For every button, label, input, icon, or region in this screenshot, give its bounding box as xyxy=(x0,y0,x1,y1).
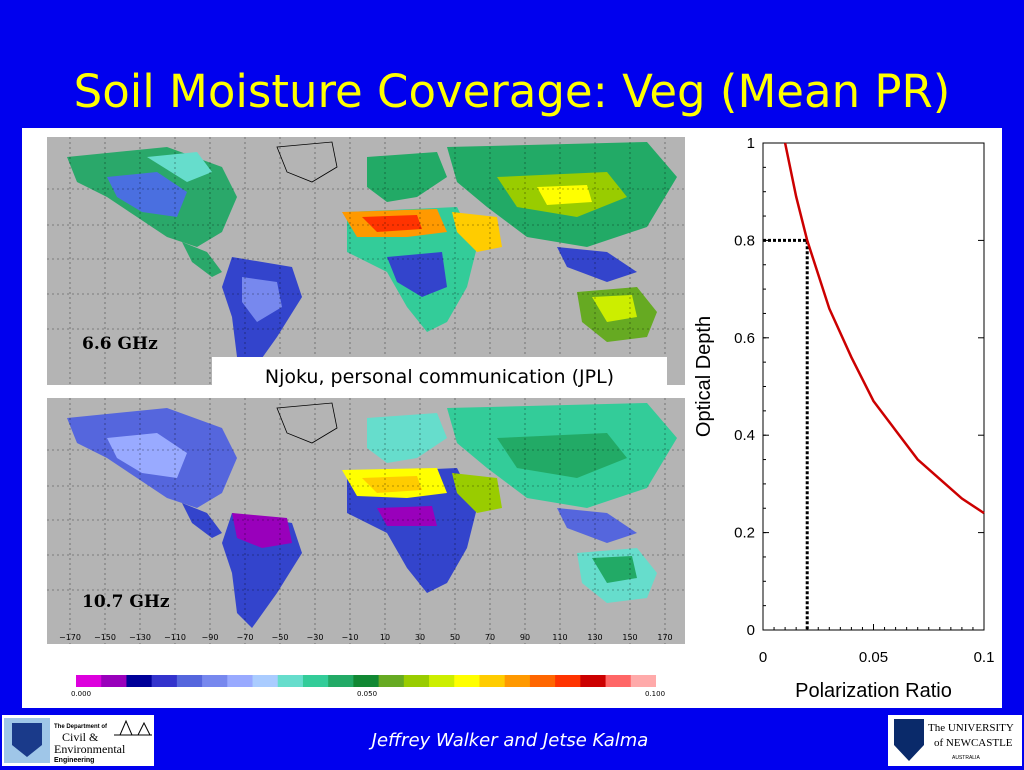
colorbar-swatch xyxy=(630,675,657,687)
colorbar-swatch xyxy=(454,675,480,687)
colorbar-swatch xyxy=(202,675,228,687)
longitude-tick-label: 150 xyxy=(622,633,637,642)
colorbar-label-max: 0.100 xyxy=(645,690,666,698)
colorbar-swatch xyxy=(529,675,556,687)
colorbar-label-min: 0.000 xyxy=(71,690,92,698)
plot-frame xyxy=(762,142,985,631)
longitude-tick-label: −130 xyxy=(129,633,151,642)
longitude-tick-labels: −170 −150 −130 −110 −90 −70 −50 −30 −10 10 30 50 70 9… xyxy=(59,633,673,642)
colorbar-label-mid: 0.050 xyxy=(357,690,378,698)
longitude-tick-label: 170 xyxy=(657,633,672,642)
colorbar-swatches xyxy=(76,675,657,687)
longitude-tick-label: −90 xyxy=(202,633,219,642)
y-tick-label: 1 xyxy=(747,135,755,152)
longitude-tick-label: −110 xyxy=(164,633,186,642)
chart-svg: 0 0.2 0.4 0.6 0.8 1 0 0.05 0.1 Polarization Ratio… xyxy=(693,135,995,702)
x-tick-label: 0.1 xyxy=(974,649,995,666)
colorbar xyxy=(76,672,657,691)
colorbar-swatch xyxy=(605,675,632,687)
colorbar-swatch xyxy=(328,675,354,687)
longitude-tick-label: 10 xyxy=(380,633,390,642)
y-tick-label: 0.2 xyxy=(734,525,755,542)
colorbar-swatch xyxy=(151,675,178,687)
y-tick-label: 0 xyxy=(747,622,755,639)
x-tick-label: 0.05 xyxy=(859,649,888,666)
map-10-7ghz: −170 −150 −130 −110 −90 −70 −50 −30 −10 10 30 50 70 9… xyxy=(47,398,685,644)
colorbar-swatch xyxy=(429,675,455,687)
longitude-tick-label: 130 xyxy=(587,633,602,642)
colorbar-swatch xyxy=(126,675,153,687)
longitude-tick-label: −70 xyxy=(237,633,254,642)
colorbar-swatch xyxy=(302,675,329,687)
y-axis-label: Optical Depth xyxy=(693,316,715,437)
longitude-tick-label: 30 xyxy=(415,633,425,642)
credit-text: Njoku, personal communication (JPL) xyxy=(212,357,667,397)
melbourne-logo-image: The Department of Civil & Environmental … xyxy=(4,718,152,764)
longitude-tick-label: −10 xyxy=(342,633,359,642)
colorbar-swatch xyxy=(176,675,203,687)
y-tick-label: 0.6 xyxy=(734,330,755,347)
authors: Jeffrey Walker and Jetse Kalma xyxy=(371,730,649,751)
colorbar-swatch xyxy=(101,675,127,687)
longitude-tick-label: 90 xyxy=(520,633,530,642)
series-line xyxy=(783,142,985,515)
colorbar-swatch xyxy=(580,675,607,687)
colorbar-swatch xyxy=(227,675,254,687)
logo-university-text: The UNIVERSITY xyxy=(928,722,1014,734)
logo-australia-text: AUSTRALIA xyxy=(952,755,980,761)
colorbar-swatch xyxy=(277,675,304,687)
longitude-tick-label: 70 xyxy=(485,633,495,642)
newcastle-logo: The UNIVERSITY of NEWCASTLE AUSTRALIA xyxy=(888,715,1022,766)
map-10-7ghz-image: −170 −150 −130 −110 −90 −70 −50 −30 −10 10 30 50 70 9… xyxy=(47,398,685,644)
y-tick-label: 0.4 xyxy=(734,427,755,444)
colorbar-swatch xyxy=(479,675,506,687)
longitude-tick-label: −170 xyxy=(59,633,81,642)
longitude-tick-label: 110 xyxy=(552,633,567,642)
colorbar-swatch xyxy=(252,675,279,687)
logo-env-text: Environmental xyxy=(54,742,126,756)
map-6-6ghz xyxy=(47,137,685,385)
colorbar-swatch xyxy=(378,675,405,687)
longitude-tick-label: −150 xyxy=(94,633,116,642)
longitude-tick-label: −30 xyxy=(307,633,324,642)
slide-title: Soil Moisture Coverage: Veg (Mean PR) xyxy=(73,65,951,118)
x-tick-label: 0 xyxy=(759,649,767,666)
colorbar-swatch xyxy=(555,675,581,687)
x-axis-label: Polarization Ratio xyxy=(795,680,952,702)
logo-dept-text: The Department of xyxy=(54,724,108,730)
melbourne-logo: The Department of Civil & Environmental … xyxy=(2,715,154,766)
logo-eng-text: Engineering xyxy=(54,757,94,764)
longitude-tick-label: −50 xyxy=(272,633,289,642)
map-6-6ghz-image xyxy=(47,137,685,385)
optical-depth-chart: 0 0.2 0.4 0.6 0.8 1 0 0.05 0.1 Polarization Ratio… xyxy=(680,130,1000,709)
map-10-7ghz-label: 10.7 GHz xyxy=(82,592,170,612)
logo-newcastle-text: of NEWCASTLE xyxy=(934,737,1013,749)
y-tick-label: 0.8 xyxy=(734,232,755,249)
colorbar-swatch xyxy=(76,675,102,687)
colorbar-swatch xyxy=(403,675,430,687)
colorbar-swatch xyxy=(353,675,380,687)
longitude-tick-label: 50 xyxy=(450,633,460,642)
map-6-6ghz-label: 6.6 GHz xyxy=(82,334,158,354)
colorbar-swatch xyxy=(504,675,531,687)
logo-civil-text: Civil & xyxy=(62,730,99,744)
newcastle-logo-image: The UNIVERSITY of NEWCASTLE AUSTRALIA xyxy=(894,719,1014,761)
